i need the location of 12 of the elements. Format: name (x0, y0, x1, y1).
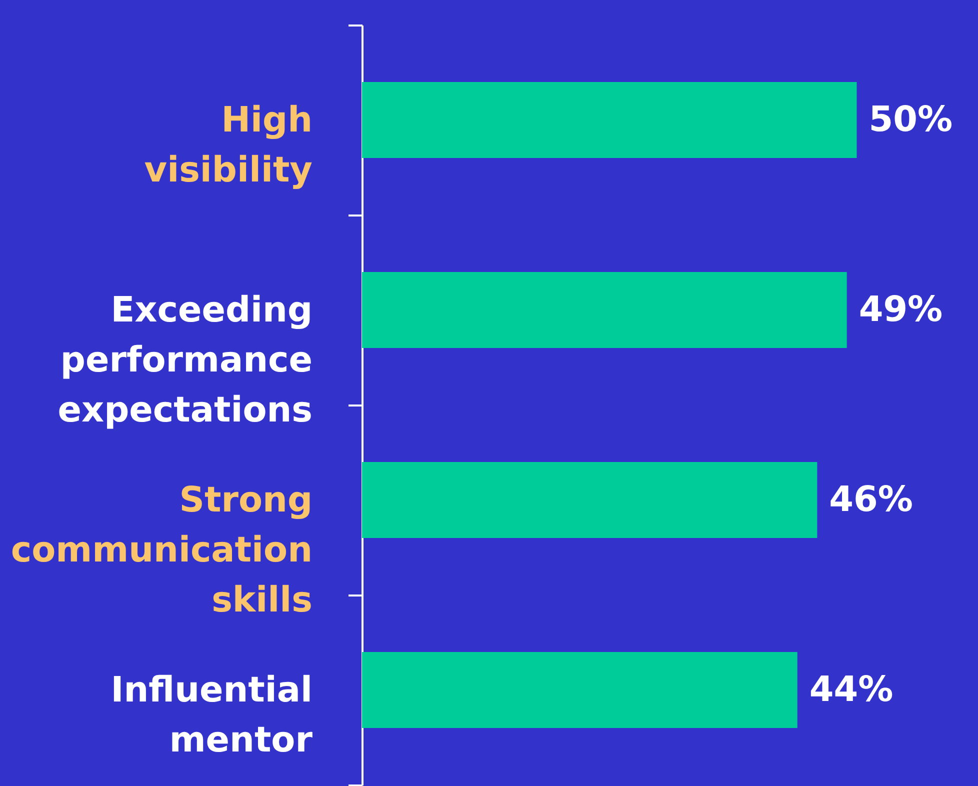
y-tick-label: High visibility (144, 100, 313, 190)
bar (362, 82, 857, 158)
y-tick-label: Strong communication skills (10, 480, 312, 620)
bar (362, 652, 798, 728)
data-label: 46% (829, 480, 913, 520)
bar (362, 462, 818, 538)
data-label: 50% (868, 100, 953, 140)
y-tick-label: Influential mentor (110, 670, 314, 760)
y-tick-label: Exceeding performance expectations (58, 290, 312, 430)
data-label: 44% (809, 670, 894, 710)
bar (362, 272, 847, 348)
data-label: 49% (858, 290, 943, 330)
